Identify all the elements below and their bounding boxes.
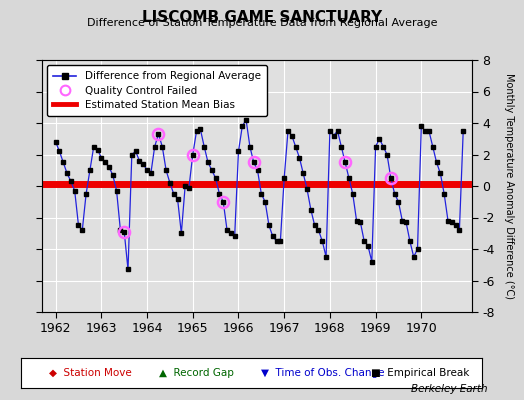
Text: ■  Empirical Break: ■ Empirical Break bbox=[372, 368, 470, 378]
Text: ▲  Record Gap: ▲ Record Gap bbox=[159, 368, 234, 378]
Text: Berkeley Earth: Berkeley Earth bbox=[411, 384, 487, 394]
Legend: Difference from Regional Average, Quality Control Failed, Estimated Station Mean: Difference from Regional Average, Qualit… bbox=[47, 65, 267, 116]
Text: Difference of Station Temperature Data from Regional Average: Difference of Station Temperature Data f… bbox=[87, 18, 437, 28]
Y-axis label: Monthly Temperature Anomaly Difference (°C): Monthly Temperature Anomaly Difference (… bbox=[504, 73, 514, 299]
Text: LISCOMB GAME SANCTUARY: LISCOMB GAME SANCTUARY bbox=[142, 10, 382, 25]
Text: ◆  Station Move: ◆ Station Move bbox=[49, 368, 132, 378]
Text: ▼  Time of Obs. Change: ▼ Time of Obs. Change bbox=[261, 368, 384, 378]
